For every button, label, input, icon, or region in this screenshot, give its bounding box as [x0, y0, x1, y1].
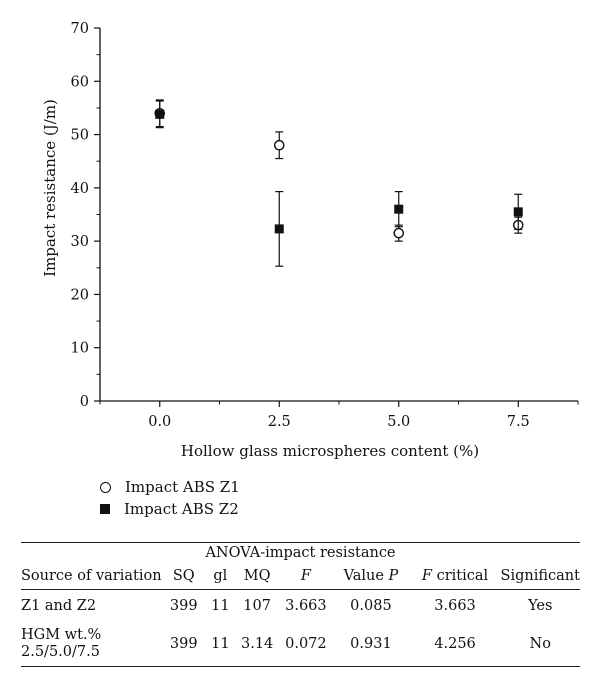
header-f: F: [279, 563, 333, 590]
anova-table: ANOVA-impact resistance Source of variat…: [21, 542, 580, 667]
legend-label-z2: Impact ABS Z2: [124, 500, 239, 518]
header-significant: Significant: [500, 563, 580, 590]
data-point-z2: [274, 224, 284, 234]
y-axis-ticks: 0 10 20 30 40 50 60 70: [71, 21, 100, 410]
filled-square-icon: [100, 504, 110, 514]
y-tick-label: 60: [71, 74, 89, 90]
header-gl: gl: [205, 563, 235, 590]
chart-axes: [99, 28, 578, 402]
y-axis-label: Impact resistance (J/m): [41, 99, 59, 277]
data-point-z2: [155, 109, 165, 119]
x-tick-label: 5.0: [387, 414, 410, 430]
y-tick-label: 30: [71, 234, 89, 250]
legend: Impact ABS Z1 Impact ABS Z2: [100, 476, 240, 520]
legend-item-z1: Impact ABS Z1: [100, 476, 240, 498]
legend-label-z1: Impact ABS Z1: [125, 478, 240, 496]
x-axis-ticks: 0.0 2.5 5.0 7.5: [99, 401, 579, 430]
data-point-z1: [273, 139, 285, 151]
y-tick-label: 70: [71, 21, 89, 37]
y-tick-label: 10: [71, 341, 89, 357]
data-point-z2: [513, 207, 523, 217]
x-tick-label: 2.5: [268, 414, 291, 430]
header-value-p: Value P: [332, 563, 410, 590]
x-tick-label: 7.5: [507, 414, 530, 430]
legend-item-z2: Impact ABS Z2: [100, 498, 240, 520]
header-sq: SQ: [161, 563, 206, 590]
open-circle-icon: [100, 481, 111, 493]
y-tick-label: 0: [80, 394, 89, 410]
y-tick-label: 40: [71, 181, 89, 197]
header-source: Source of variation: [21, 563, 162, 590]
data-point-z2: [394, 204, 404, 214]
x-axis-label: Hollow glass microspheres content (%): [181, 442, 479, 460]
table-row: HGM wt.% 2.5/5.0/7.5 399 11 3.14 0.072 0.…: [21, 622, 580, 667]
data-marks: [154, 99, 524, 267]
data-point-z1: [393, 227, 405, 239]
series-1: [154, 99, 524, 242]
y-tick-label: 20: [71, 287, 89, 303]
header-mq: MQ: [234, 563, 280, 590]
table-header-row: Source of variation SQ gl MQ F Value P F…: [21, 563, 580, 590]
x-tick-label: 0.0: [148, 414, 171, 430]
series-2: [155, 100, 523, 267]
impact-resistance-chart: 0 10 20 30 40 50 60 70 0.0 2.5 5.0 7.5 Impact resi…: [41, 21, 579, 460]
table-caption: ANOVA-impact resistance: [21, 542, 580, 563]
table-caption-row: ANOVA-impact resistance: [21, 542, 580, 563]
table-row: Z1 and Z2 399 11 107 3.663 0.085 3.663 Y…: [21, 598, 553, 614]
y-tick-label: 50: [71, 128, 89, 144]
header-f-critical: F critical: [409, 563, 501, 590]
